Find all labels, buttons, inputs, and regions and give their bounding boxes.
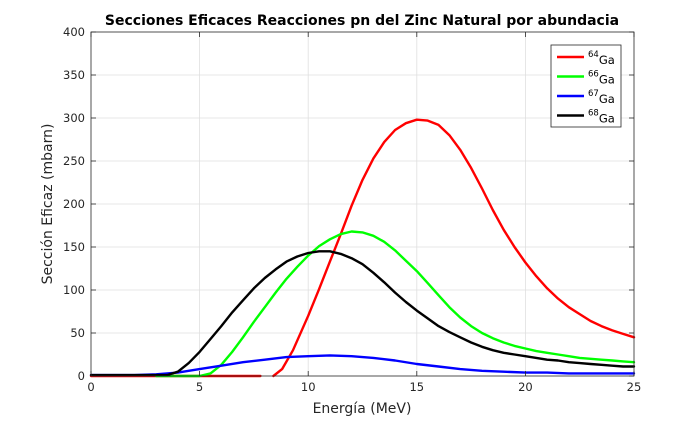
x-tick-label: 10 [301,380,316,394]
y-tick-label: 100 [63,283,85,297]
y-tick-label: 400 [63,25,85,39]
y-axis-label: Sección Eficaz (mbarn) [40,124,56,285]
legend-label: 64Ga [588,50,615,67]
y-tick-label: 300 [63,111,85,125]
series-line-64ga [272,118,636,378]
x-tick-label: 20 [518,380,533,394]
x-tick-label: 25 [627,380,642,394]
legend-label: 67Ga [588,89,615,106]
series-line-67ga [89,354,636,377]
legend-box [550,44,622,128]
series-line-68ga [89,250,636,377]
legend-label-superscript: 68 [588,109,599,119]
legend-label-element: Ga [599,112,615,126]
legend-label-element: Ga [599,53,615,67]
x-tick-label: 5 [196,380,203,394]
legend-label-superscript: 64 [588,50,599,60]
y-tick-label: 50 [70,326,85,340]
y-tick-label: 350 [63,68,85,82]
grid [91,32,634,376]
legend-label-element: Ga [599,73,615,87]
series-line-66ga [155,230,636,378]
legend-label-superscript: 66 [588,70,599,80]
chart-title: Secciones Eficaces Reacciones pn del Zin… [105,13,619,29]
y-tick-label: 0 [78,369,85,383]
x-axis-label: Energía (MeV) [313,401,412,417]
y-tick-label: 150 [63,240,85,254]
y-tick-label: 250 [63,154,85,168]
x-tick-label: 0 [87,380,94,394]
x-tick-label: 15 [409,380,424,394]
legend-label: 66Ga [588,70,615,87]
legend-label-element: Ga [599,92,615,106]
legend-label: 68Ga [588,109,615,126]
legend-label-superscript: 67 [588,89,599,99]
y-tick-label: 200 [63,197,85,211]
